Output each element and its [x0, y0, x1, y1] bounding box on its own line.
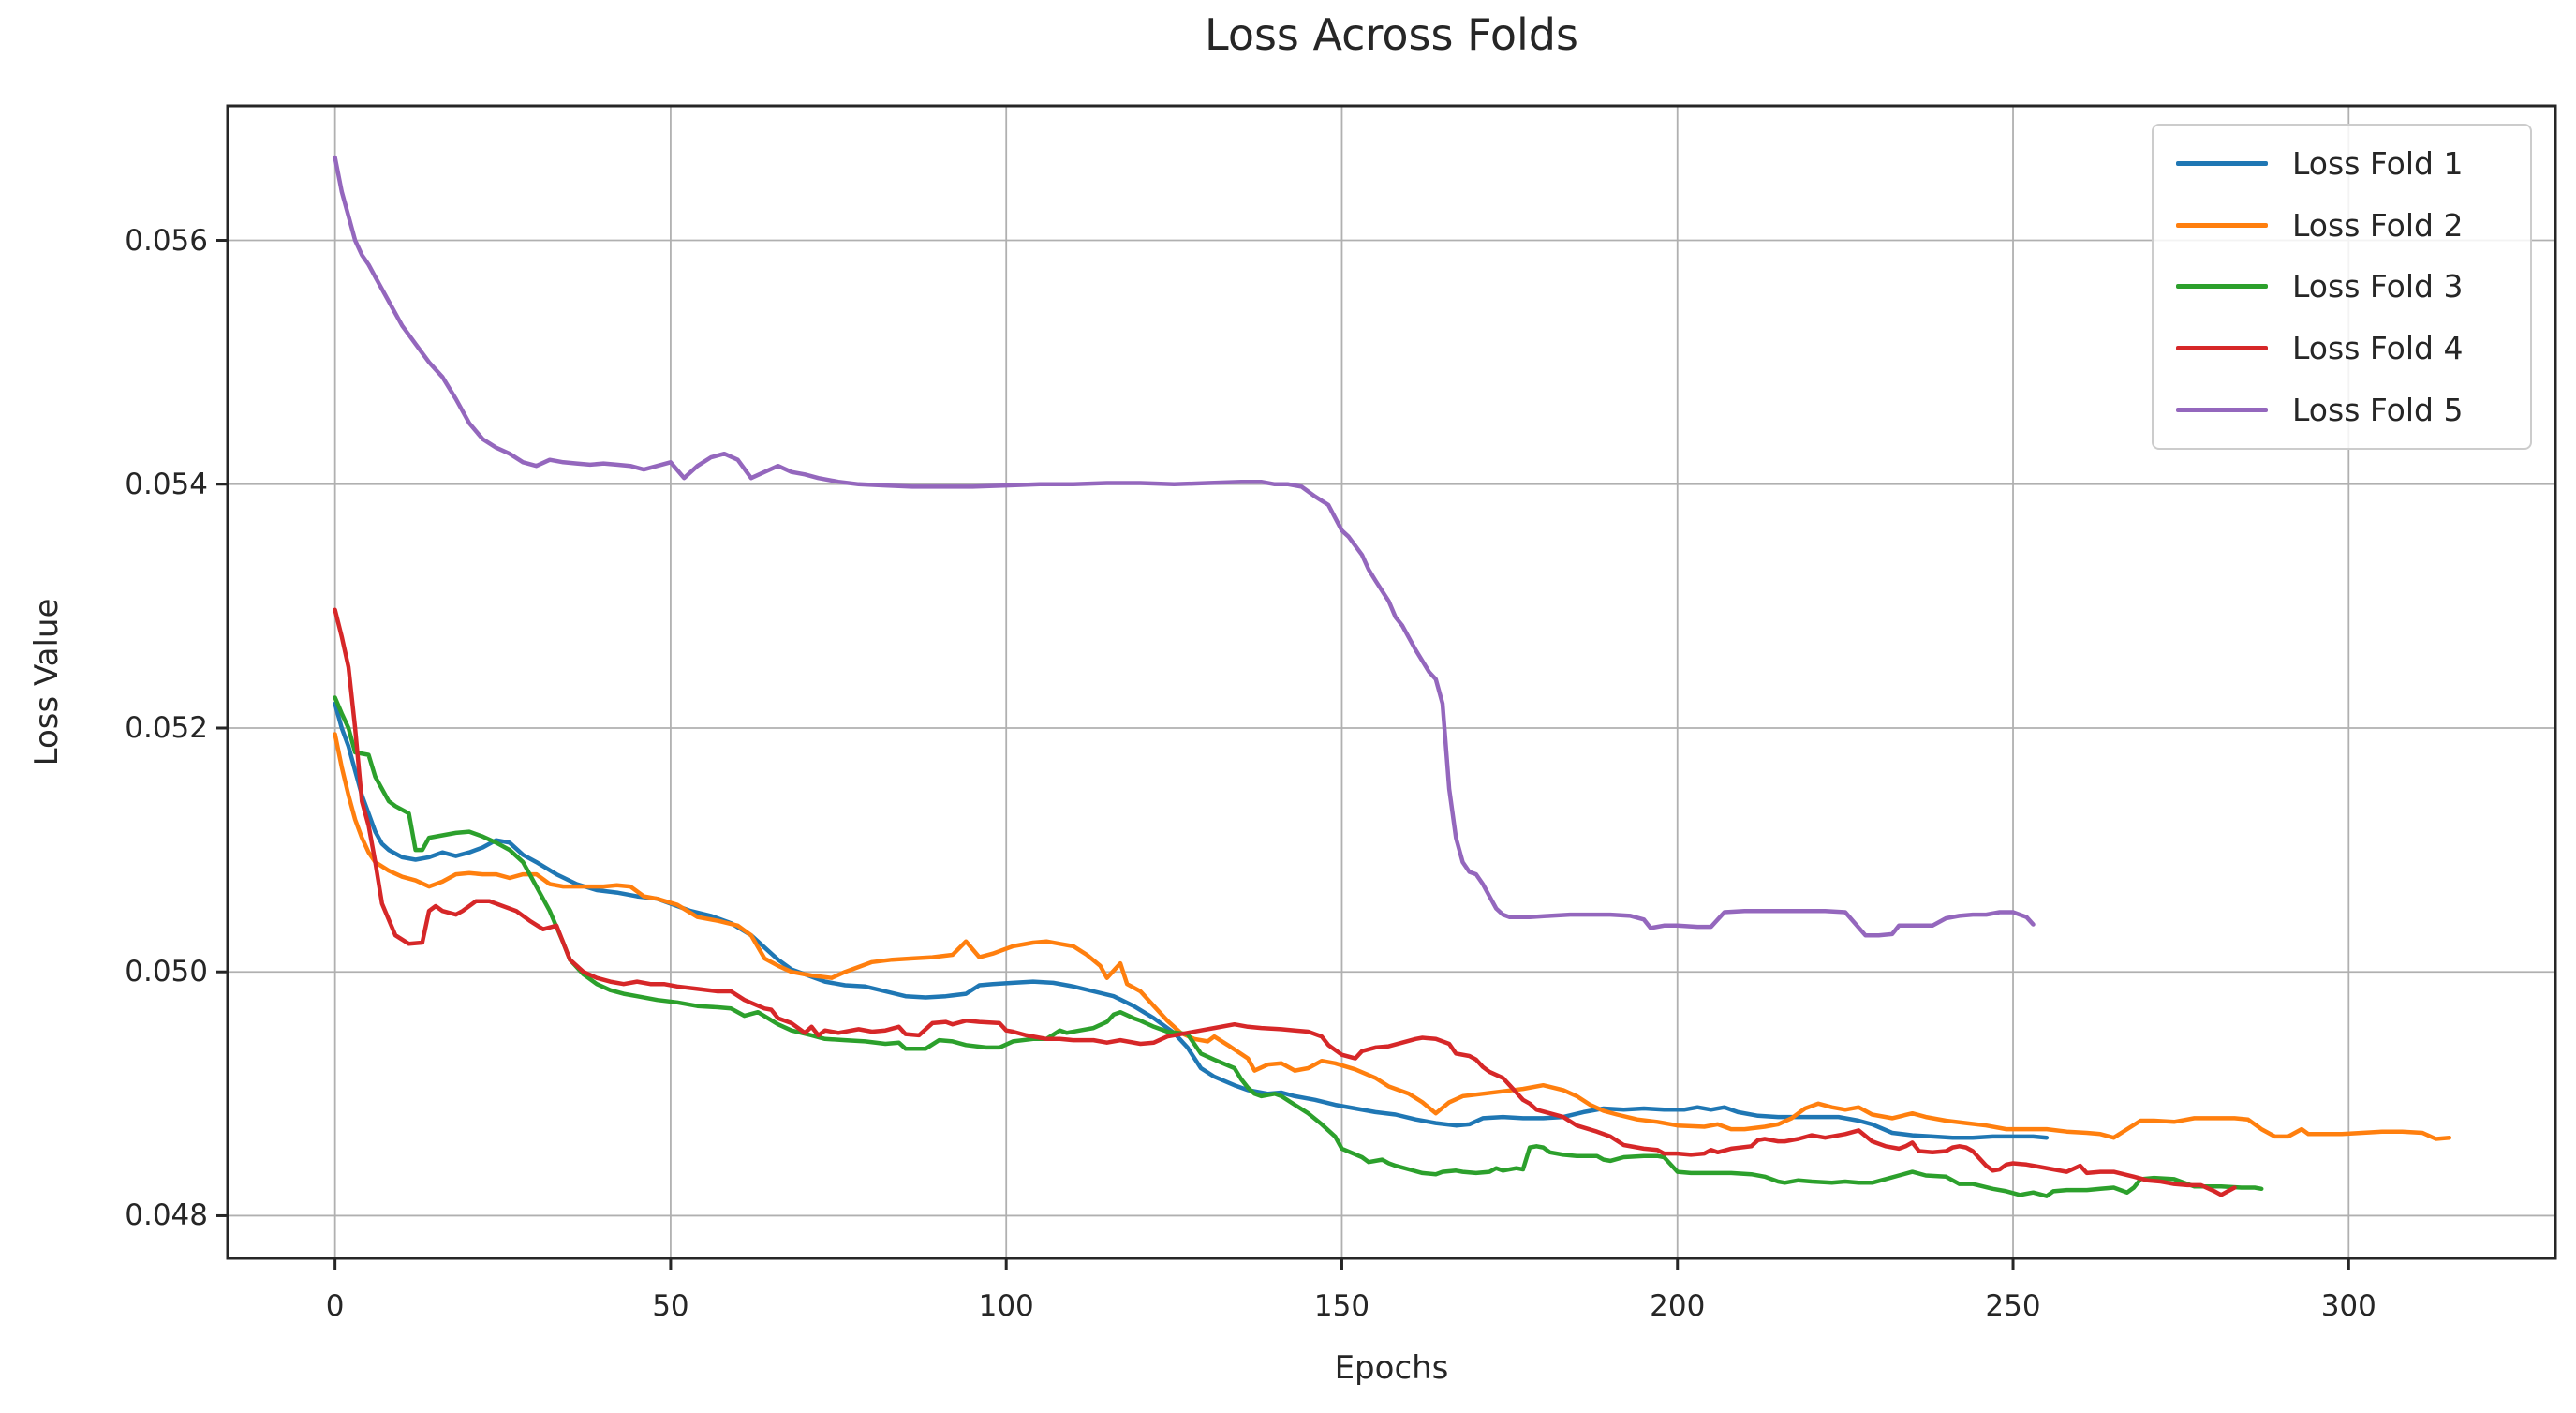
legend-entry: Loss Fold 4 [2176, 330, 2508, 366]
chart-title: Loss Across Folds [1205, 9, 1578, 60]
y-tick-label: 0.048 [125, 1198, 208, 1233]
y-axis-title: Loss Value [28, 598, 66, 766]
series-line-loss-fold-4 [333, 607, 2237, 1197]
legend-label: Loss Fold 2 [2292, 206, 2464, 244]
legend-line-sample [2176, 407, 2268, 412]
legend-label: Loss Fold 3 [2292, 268, 2464, 305]
x-tick-label: 50 [652, 1289, 689, 1323]
axes-spines [226, 104, 2557, 1260]
y-tick-label: 0.050 [125, 955, 208, 989]
legend-entry: Loss Fold 5 [2176, 392, 2508, 428]
legend-label: Loss Fold 1 [2292, 145, 2464, 183]
x-tick-label: 0 [325, 1289, 345, 1323]
x-axis-title: Epochs [1334, 1349, 1449, 1387]
series-line-loss-fold-5 [333, 155, 2036, 938]
x-tick-label: 100 [978, 1289, 1034, 1323]
legend-label: Loss Fold 4 [2292, 330, 2464, 367]
legend-label: Loss Fold 5 [2292, 391, 2464, 428]
y-tick-label: 0.052 [125, 710, 208, 745]
legend-entry: Loss Fold 2 [2176, 207, 2508, 244]
x-tick-label: 300 [2320, 1289, 2376, 1323]
y-tick-label: 0.054 [125, 467, 208, 501]
legend: Loss Fold 1 Loss Fold 2 Loss Fold 3 Loss Fo… [2152, 124, 2532, 450]
x-tick-label: 150 [1313, 1289, 1370, 1323]
legend-line-sample [2176, 346, 2268, 351]
legend-line-sample [2176, 222, 2268, 228]
series-line-loss-fold-3 [333, 695, 2264, 1198]
legend-line-sample [2176, 284, 2268, 290]
y-tick-label: 0.056 [125, 223, 208, 258]
legend-entry: Loss Fold 3 [2176, 268, 2508, 305]
series-line-loss-fold-1 [333, 701, 2050, 1140]
x-tick-label: 200 [1650, 1289, 1706, 1323]
series-line-loss-fold-2 [333, 732, 2452, 1141]
x-tick-label: 250 [1985, 1289, 2041, 1323]
legend-line-sample [2176, 161, 2268, 167]
legend-entry: Loss Fold 1 [2176, 145, 2508, 182]
